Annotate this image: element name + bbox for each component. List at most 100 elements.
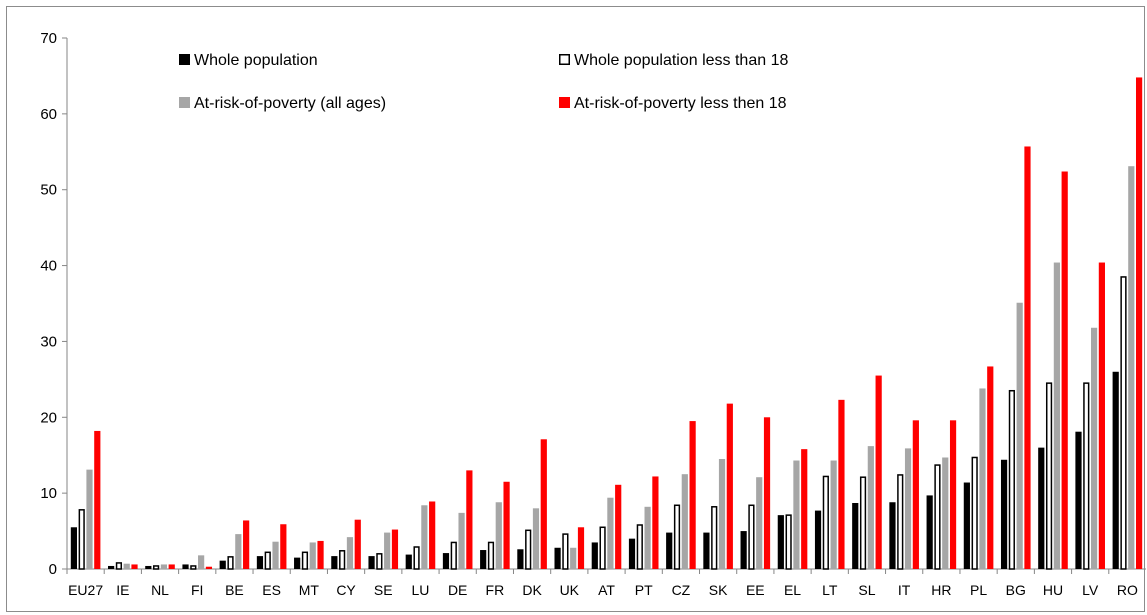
- bar-at-risk-of-poverty-less-then-18-cz: [689, 421, 696, 569]
- bar-at-risk-of-poverty-less-then-18-nl: [168, 564, 175, 569]
- bar-whole-population-less-than-18-ee: [748, 504, 755, 570]
- bar-whole-population-less-than-18-pt: [636, 524, 643, 570]
- bar-whole-population-lu: [405, 554, 412, 569]
- bar-at-risk-of-poverty-all-ages--fi: [198, 555, 205, 569]
- bar-whole-population-less-than-18-ie: [115, 562, 123, 570]
- bar-at-risk-of-poverty-less-then-18-bg: [1024, 146, 1031, 569]
- bar-whole-population-less-than-18-dk: [525, 529, 532, 570]
- bar-whole-population-less-than-18-be: [227, 556, 234, 570]
- bar-at-risk-of-poverty-less-then-18-it: [912, 420, 919, 569]
- bar-at-risk-of-poverty-less-then-18-de: [466, 470, 473, 569]
- bar-at-risk-of-poverty-all-ages--lu: [421, 505, 428, 569]
- x-category-label: CY: [336, 582, 356, 598]
- bar-whole-population-less-than-18-eu27: [78, 509, 85, 570]
- legend-label: Whole population: [194, 52, 318, 69]
- bar-whole-population-pl: [963, 482, 970, 569]
- legend-label: At-risk-of-poverty less then 18: [574, 95, 787, 112]
- bar-whole-population-sl: [852, 503, 859, 569]
- y-tick-label: 70: [40, 30, 57, 47]
- x-category-label: BG: [1006, 582, 1026, 598]
- bar-whole-population-fr: [480, 550, 487, 569]
- bar-whole-population-bg: [1000, 459, 1008, 569]
- bar-whole-population-less-than-18-nl: [153, 565, 160, 570]
- bar-whole-population-lt: [814, 510, 822, 569]
- bar-at-risk-of-poverty-less-then-18-fi: [205, 566, 213, 569]
- bar-at-risk-of-poverty-all-ages--uk: [570, 547, 577, 569]
- chart-frame: 0 10 20 30 40 50 60 70 EU27 IE NL FI BE ES MT CY SE LU DE F…: [6, 6, 1146, 612]
- bar-at-risk-of-poverty-all-ages--es: [272, 541, 279, 569]
- bar-at-risk-of-poverty-all-ages--hu: [1053, 262, 1060, 569]
- x-category-label: MT: [299, 582, 320, 598]
- x-category-label: LV: [1082, 582, 1099, 598]
- bar-at-risk-of-poverty-all-ages--it: [904, 448, 912, 569]
- bar-at-risk-of-poverty-less-then-18-hu: [1061, 171, 1068, 569]
- x-category-label: LT: [822, 582, 838, 598]
- x-category-label: SK: [709, 582, 728, 598]
- bar-whole-population-eu27: [70, 527, 78, 569]
- bar-at-risk-of-poverty-all-ages--mt: [309, 542, 316, 569]
- x-category-label: ES: [262, 582, 281, 598]
- bar-at-risk-of-poverty-all-ages--ee: [756, 477, 763, 569]
- bar-at-risk-of-poverty-all-ages--el: [793, 460, 800, 569]
- bar-at-risk-of-poverty-all-ages--sk: [718, 459, 726, 569]
- bar-whole-population-mt: [294, 557, 301, 569]
- bar-whole-population-de: [442, 553, 450, 569]
- bar-at-risk-of-poverty-all-ages--be: [235, 534, 242, 569]
- bar-whole-population-be: [219, 560, 226, 569]
- bar-whole-population-cz: [666, 532, 673, 569]
- x-category-label: SL: [858, 582, 875, 598]
- x-category-label: FI: [191, 582, 203, 598]
- bar-whole-population-sk: [703, 532, 710, 569]
- x-category-label: AT: [598, 582, 615, 598]
- bar-whole-population-ee: [740, 531, 747, 569]
- y-tick-label: 50: [40, 182, 57, 199]
- bar-whole-population-less-than-18-fi: [190, 565, 197, 570]
- bar-at-risk-of-poverty-all-ages--dk: [532, 508, 540, 569]
- bar-whole-population-less-than-18-es: [264, 551, 271, 570]
- bar-whole-population-less-than-18-cy: [339, 550, 346, 570]
- bar-whole-population-hu: [1038, 447, 1045, 569]
- bar-whole-population-less-than-18-cz: [673, 504, 681, 570]
- y-tick-label: 30: [40, 333, 57, 350]
- bar-at-risk-of-poverty-less-then-18-sl: [875, 375, 882, 569]
- bar-whole-population-el: [777, 515, 784, 569]
- legend-label: Whole population less than 18: [574, 52, 788, 69]
- legend-swatch: [559, 54, 570, 65]
- y-tick-label: 40: [40, 258, 57, 275]
- bar-whole-population-less-than-18-it: [897, 474, 904, 570]
- x-category-label: FR: [486, 582, 505, 598]
- bar-chart: 0 10 20 30 40 50 60 70 EU27 IE NL FI BE ES MT CY SE LU DE F…: [40, 30, 1146, 598]
- bar-at-risk-of-poverty-less-then-18-lu: [429, 501, 436, 569]
- bar-at-risk-of-poverty-all-ages--cz: [681, 474, 688, 569]
- bar-at-risk-of-poverty-all-ages--ro: [1128, 166, 1135, 569]
- legend: Whole population Whole population less th…: [179, 52, 788, 112]
- x-category-label: DE: [448, 582, 467, 598]
- bar-whole-population-cy: [331, 556, 338, 569]
- bar-whole-population-it: [889, 502, 896, 569]
- bar-whole-population-less-than-18-mt: [301, 551, 309, 570]
- bar-whole-population-hr: [926, 495, 933, 569]
- bar-whole-population-less-than-18-hu: [1045, 382, 1053, 570]
- bar-at-risk-of-poverty-less-then-18-lv: [1098, 262, 1105, 569]
- bar-whole-population-less-than-18-pl: [971, 456, 978, 570]
- bar-whole-population-ro: [1112, 371, 1119, 569]
- bar-at-risk-of-poverty-less-then-18-mt: [317, 540, 324, 569]
- y-tick-label: 10: [40, 485, 57, 502]
- bar-at-risk-of-poverty-less-then-18-dk: [540, 439, 547, 569]
- bar-at-risk-of-poverty-all-ages--se: [384, 532, 391, 569]
- bar-at-risk-of-poverty-all-ages--fr: [495, 502, 502, 569]
- bar-at-risk-of-poverty-less-then-18-el: [801, 449, 808, 569]
- axes: 0 10 20 30 40 50 60 70 EU27 IE NL FI BE ES MT CY SE LU DE F…: [40, 30, 1146, 598]
- bar-at-risk-of-poverty-all-ages--lv: [1090, 327, 1098, 569]
- bar-whole-population-nl: [145, 565, 152, 569]
- bar-at-risk-of-poverty-less-then-18-fr: [503, 481, 510, 569]
- bar-at-risk-of-poverty-less-then-18-hr: [949, 420, 957, 569]
- bar-at-risk-of-poverty-less-then-18-cy: [354, 519, 361, 569]
- bar-at-risk-of-poverty-all-ages--cy: [346, 537, 354, 569]
- bar-whole-population-less-than-18-de: [450, 541, 457, 570]
- bar-whole-population-less-than-18-hr: [934, 464, 941, 570]
- bar-whole-population-less-than-18-ro: [1120, 276, 1127, 570]
- bar-at-risk-of-poverty-less-then-18-ro: [1135, 77, 1143, 570]
- x-category-label: PL: [970, 582, 987, 598]
- bar-whole-population-less-than-18-lu: [413, 546, 420, 570]
